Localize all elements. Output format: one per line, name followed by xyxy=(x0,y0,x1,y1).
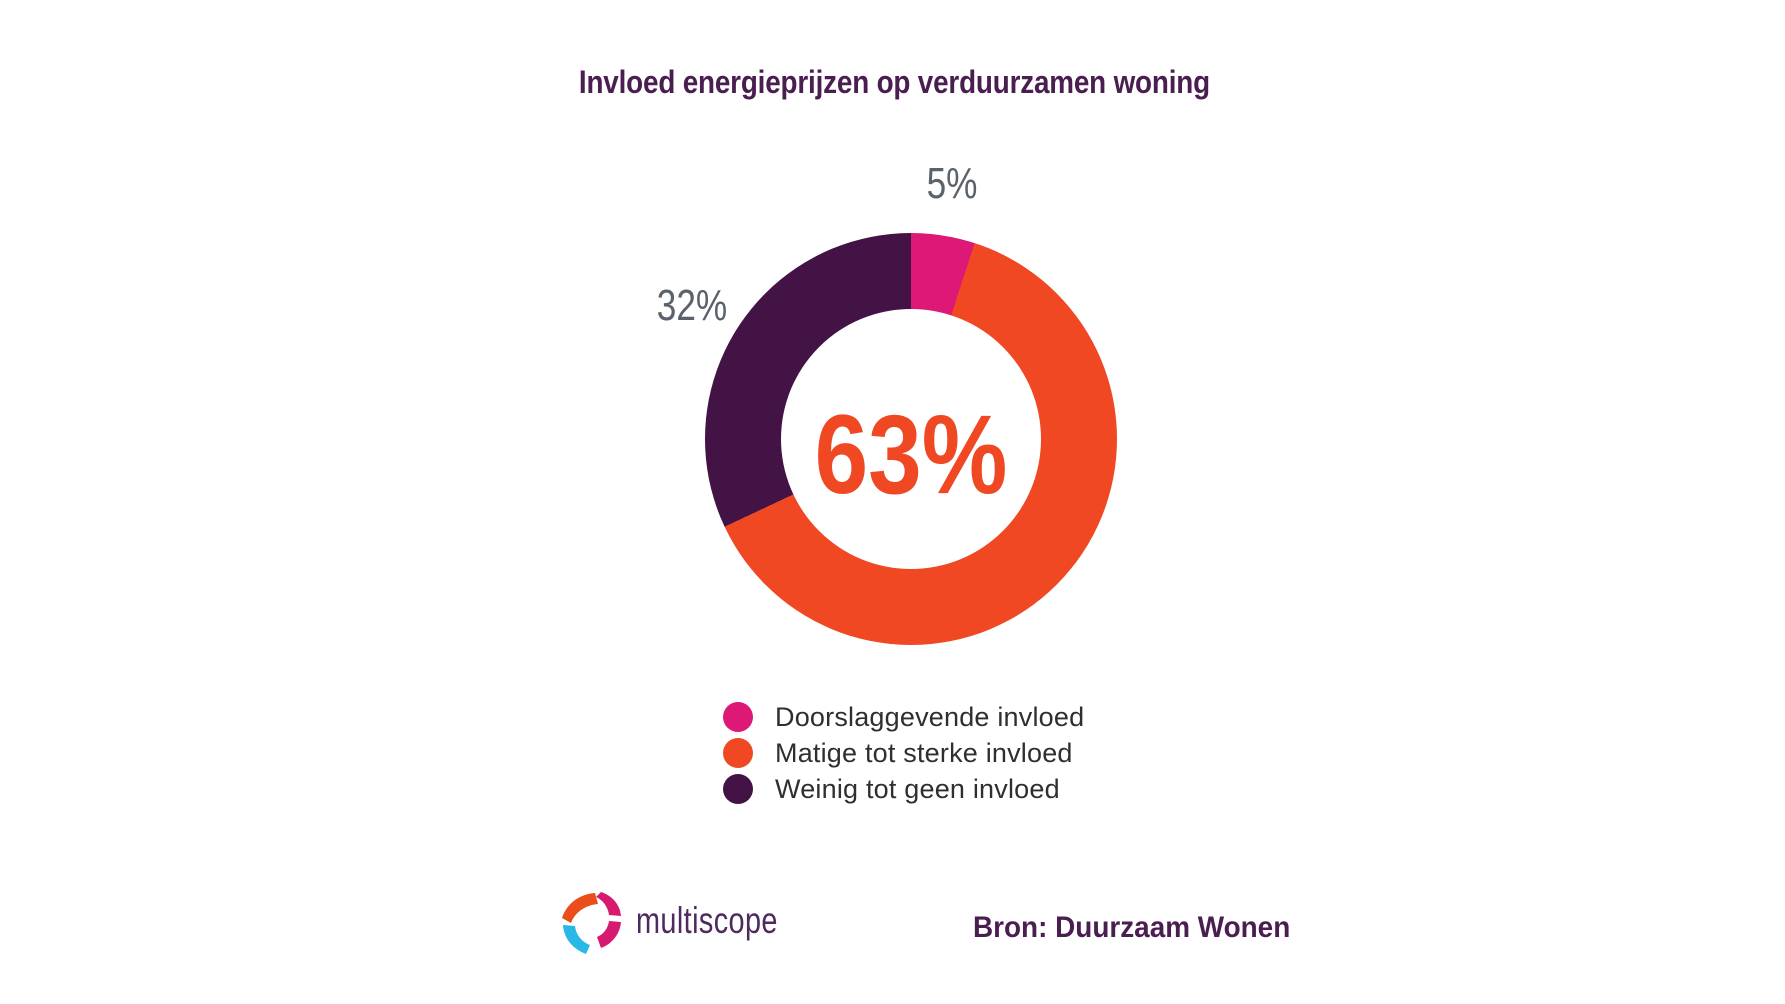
chart-title: Invloed energieprijzen op verduurzamen w… xyxy=(578,64,1210,100)
legend-dot-pink-icon xyxy=(723,702,753,732)
multiscope-logo-text: multiscope xyxy=(636,900,778,941)
callout-label-5pct: 5% xyxy=(926,159,978,208)
multiscope-logo: multiscope xyxy=(558,888,818,954)
legend-item: Doorslaggevende invloed xyxy=(723,702,1084,732)
legend-label: Doorslaggevende invloed xyxy=(775,701,1085,732)
source-attribution: Bron: Duurzaam Wonen xyxy=(973,911,1291,944)
legend-item: Weinig tot geen invloed xyxy=(723,774,1084,804)
legend-label: Weinig tot geen invloed xyxy=(775,773,1060,804)
legend-dot-orange-icon xyxy=(723,738,753,768)
donut-center-value: 63% xyxy=(814,392,1008,517)
donut-hole xyxy=(781,309,1041,569)
legend-label: Matige tot sterke invloed xyxy=(775,737,1073,768)
legend-dot-purple-icon xyxy=(723,774,753,804)
legend-item: Matige tot sterke invloed xyxy=(723,738,1084,768)
multiscope-pinwheel-icon xyxy=(562,892,621,954)
callout-label-32pct: 32% xyxy=(656,281,728,330)
donut-chart: 63% xyxy=(705,233,1117,645)
chart-legend: Doorslaggevende invloed Matige tot sterk… xyxy=(723,702,1084,810)
